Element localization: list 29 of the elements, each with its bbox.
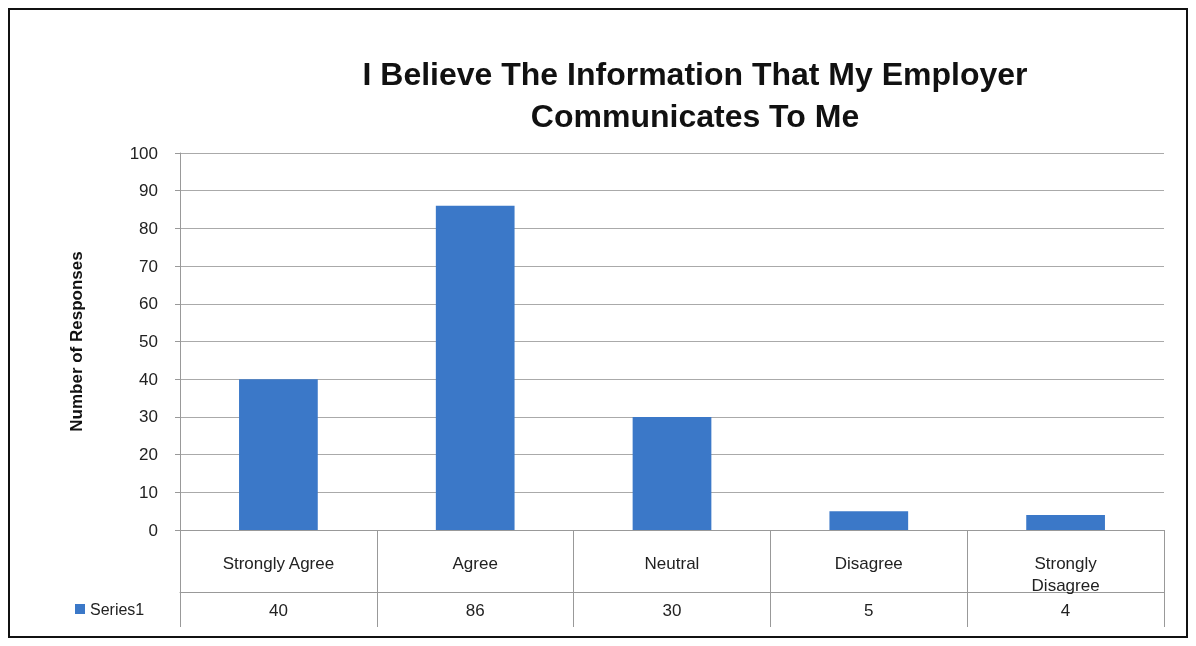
y-tick-label: 10 xyxy=(139,482,158,502)
y-axis-title: Number of Responses xyxy=(67,251,86,432)
data-label: 30 xyxy=(662,601,682,620)
y-tick-label: 70 xyxy=(139,256,158,276)
y-tick-label: 80 xyxy=(139,218,158,238)
bar xyxy=(239,379,318,530)
legend-label: Series1 xyxy=(90,600,145,618)
chart-title: I Believe The Information That My Employer Communicates To Me xyxy=(362,56,1028,134)
bar xyxy=(1026,514,1105,530)
x-tick-label: Disagree xyxy=(834,553,903,573)
y-tick-label: 100 xyxy=(129,143,158,163)
x-tick-label: Strongly Disagree xyxy=(1031,553,1100,595)
y-tick-label: 40 xyxy=(139,369,158,389)
y-tick-label: 90 xyxy=(139,181,158,201)
y-tick-label: 60 xyxy=(139,294,158,314)
bar xyxy=(829,511,909,530)
x-tick-label: Strongly Agree xyxy=(222,553,335,573)
y-tick-label: 0 xyxy=(148,520,158,540)
y-tick-label: 20 xyxy=(139,445,158,465)
bar xyxy=(632,416,712,530)
data-label: 4 xyxy=(1060,601,1071,620)
x-tick-label: Neutral xyxy=(644,553,700,573)
y-tick-label: 30 xyxy=(139,407,158,427)
y-tick-label: 50 xyxy=(139,332,158,351)
data-label: 40 xyxy=(268,601,288,620)
x-tick-label: Agree xyxy=(452,553,498,573)
data-label: 86 xyxy=(465,601,485,620)
bar xyxy=(435,205,515,530)
data-label: 5 xyxy=(864,601,874,620)
